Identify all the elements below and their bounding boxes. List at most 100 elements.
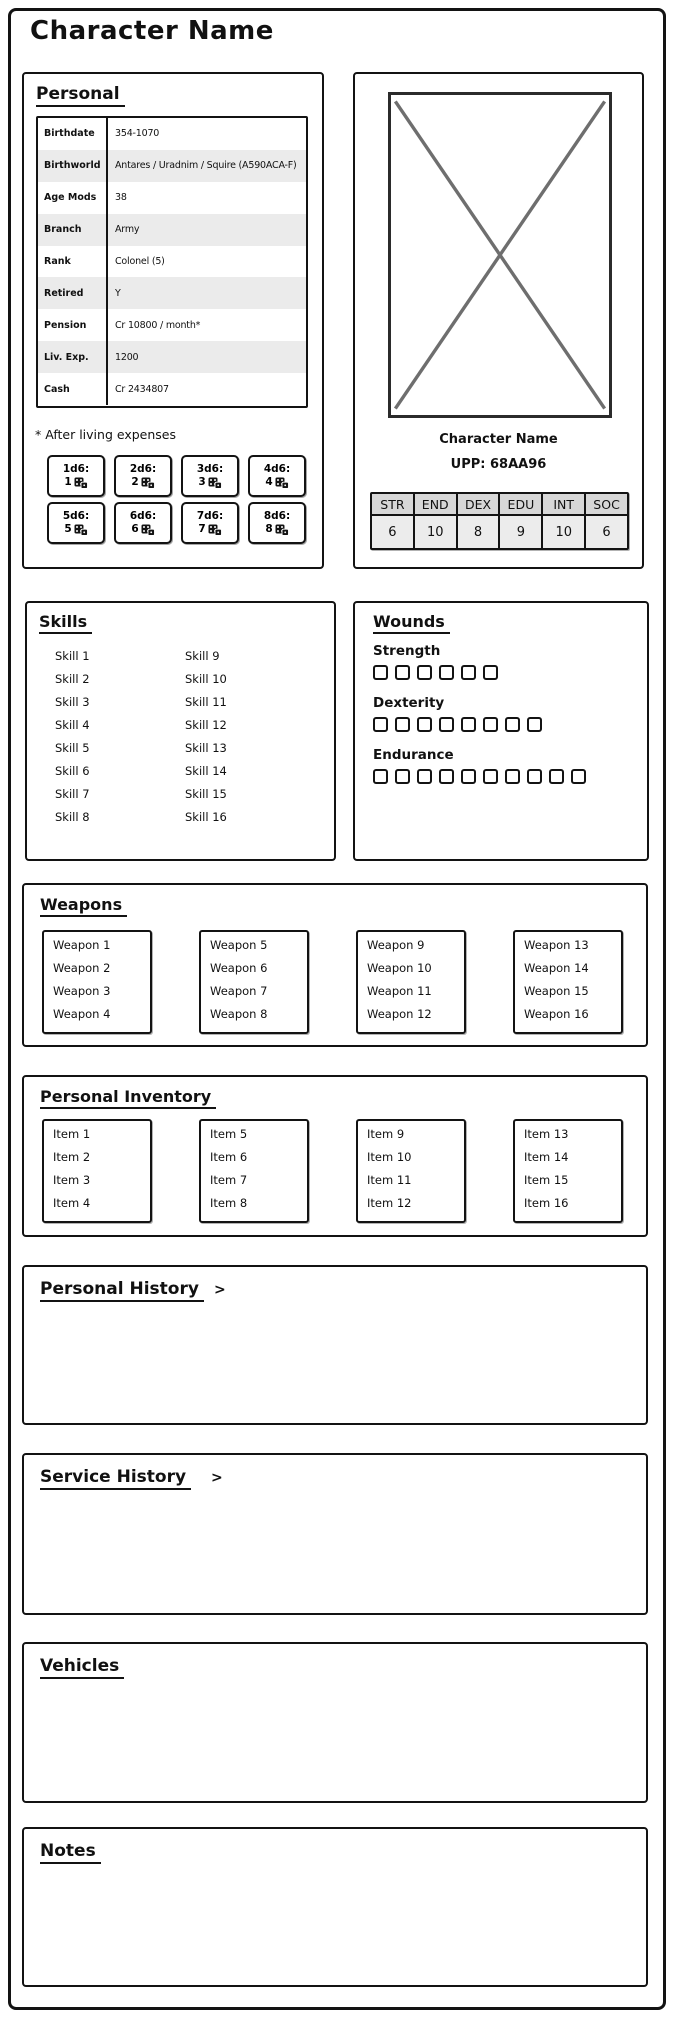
weapon-entry[interactable]: Weapon 14 [524, 961, 589, 975]
skill-entry[interactable]: Skill 7 [55, 787, 90, 801]
wound-checkbox[interactable] [373, 769, 388, 784]
wound-checkbox[interactable] [461, 717, 476, 732]
skill-entry[interactable]: Skill 5 [55, 741, 90, 755]
skill-entry[interactable]: Skill 12 [185, 718, 227, 732]
weapons-group-2: Weapon 5 Weapon 6 Weapon 7 Weapon 8 [199, 930, 309, 1034]
dice-roll-button[interactable]: 8d6: 8 [248, 502, 306, 544]
wound-checkbox[interactable] [395, 769, 410, 784]
item-entry[interactable]: Item 14 [524, 1150, 569, 1164]
item-entry[interactable]: Item 9 [367, 1127, 405, 1141]
personal-history-header[interactable]: Personal History > [40, 1279, 226, 1302]
portrait-placeholder[interactable] [388, 92, 612, 418]
weapon-entry[interactable]: Weapon 4 [53, 1007, 111, 1021]
skill-entry[interactable]: Skill 4 [55, 718, 90, 732]
skill-entry[interactable]: Skill 13 [185, 741, 227, 755]
wound-checkbox[interactable] [505, 717, 520, 732]
chevron-right-icon[interactable]: > [211, 1470, 223, 1486]
skill-entry[interactable]: Skill 11 [185, 695, 227, 709]
personal-history-content[interactable] [24, 1311, 646, 1423]
wound-checkbox[interactable] [395, 665, 410, 680]
wound-checkbox[interactable] [571, 769, 586, 784]
service-history-header[interactable]: Service History > [40, 1467, 223, 1490]
wound-checkbox[interactable] [373, 665, 388, 680]
dice-roll-button[interactable]: 3d6: 3 [181, 455, 239, 497]
chevron-right-icon[interactable]: > [213, 1282, 226, 1298]
skill-entry[interactable]: Skill 8 [55, 810, 90, 824]
wound-checkbox[interactable] [417, 665, 432, 680]
item-entry[interactable]: Item 6 [210, 1150, 248, 1164]
weapon-entry[interactable]: Weapon 7 [210, 984, 268, 998]
weapon-entry[interactable]: Weapon 5 [210, 938, 268, 952]
weapon-entry[interactable]: Weapon 9 [367, 938, 425, 952]
dice-roll-button[interactable]: 4d6: 4 [248, 455, 306, 497]
dice-count: 5 [64, 523, 72, 535]
skill-entry[interactable]: Skill 1 [55, 649, 90, 663]
skill-entry[interactable]: Skill 16 [185, 810, 227, 824]
dice-roll-button[interactable]: 2d6: 2 [114, 455, 172, 497]
item-entry[interactable]: Item 16 [524, 1196, 569, 1210]
skill-entry[interactable]: Skill 14 [185, 764, 227, 778]
item-entry[interactable]: Item 10 [367, 1150, 412, 1164]
item-entry[interactable]: Item 5 [210, 1127, 248, 1141]
stat-value: 6 [372, 516, 413, 548]
skill-entry[interactable]: Skill 15 [185, 787, 227, 801]
item-entry[interactable]: Item 7 [210, 1173, 248, 1187]
wound-checkbox[interactable] [483, 769, 498, 784]
weapon-entry[interactable]: Weapon 16 [524, 1007, 589, 1021]
item-entry[interactable]: Item 4 [53, 1196, 91, 1210]
dice-icon [275, 477, 289, 489]
weapon-entry[interactable]: Weapon 8 [210, 1007, 268, 1021]
skill-entry[interactable]: Skill 3 [55, 695, 90, 709]
skill-entry[interactable]: Skill 9 [185, 649, 220, 663]
dice-roll-button[interactable]: 7d6: 7 [181, 502, 239, 544]
wound-checkbox[interactable] [527, 769, 542, 784]
wound-checkbox[interactable] [483, 665, 498, 680]
skill-entry[interactable]: Skill 2 [55, 672, 90, 686]
notes-content[interactable] [24, 1873, 646, 1985]
wound-checkbox[interactable] [439, 717, 454, 732]
weapon-entry[interactable]: Weapon 10 [367, 961, 432, 975]
item-entry[interactable]: Item 2 [53, 1150, 91, 1164]
weapon-entry[interactable]: Weapon 1 [53, 938, 111, 952]
wound-checkbox[interactable] [417, 717, 432, 732]
weapon-entry[interactable]: Weapon 6 [210, 961, 268, 975]
item-entry[interactable]: Item 11 [367, 1173, 412, 1187]
row-label: Age Mods [38, 181, 108, 214]
skill-entry[interactable]: Skill 10 [185, 672, 227, 686]
stat-column: END 10 [412, 494, 456, 548]
dice-roll-button[interactable]: 5d6: 5 [47, 502, 105, 544]
wound-checkbox[interactable] [527, 717, 542, 732]
dice-roll-button[interactable]: 6d6: 6 [114, 502, 172, 544]
stat-table: STR 6 END 10 DEX 8 EDU 9 INT 10 SOC 6 [370, 492, 629, 550]
skill-entry[interactable]: Skill 6 [55, 764, 90, 778]
weapon-entry[interactable]: Weapon 2 [53, 961, 111, 975]
dice-roll-button[interactable]: 1d6: 1 [47, 455, 105, 497]
wound-checkbox[interactable] [549, 769, 564, 784]
item-entry[interactable]: Item 1 [53, 1127, 91, 1141]
item-entry[interactable]: Item 15 [524, 1173, 569, 1187]
dice-button-label: 2d6: [129, 462, 157, 475]
wound-checkbox[interactable] [373, 717, 388, 732]
wound-checkbox[interactable] [461, 769, 476, 784]
wound-checkbox[interactable] [439, 665, 454, 680]
wound-checkbox[interactable] [483, 717, 498, 732]
weapon-entry[interactable]: Weapon 11 [367, 984, 432, 998]
wound-checkbox[interactable] [395, 717, 410, 732]
skills-heading: Skills [39, 612, 93, 634]
service-history-content[interactable] [24, 1499, 646, 1613]
vehicles-content[interactable] [24, 1688, 646, 1801]
item-entry[interactable]: Item 3 [53, 1173, 91, 1187]
weapon-entry[interactable]: Weapon 15 [524, 984, 589, 998]
weapon-entry[interactable]: Weapon 3 [53, 984, 111, 998]
item-entry[interactable]: Item 12 [367, 1196, 412, 1210]
item-entry[interactable]: Item 8 [210, 1196, 248, 1210]
dice-button-label: 1d6: [62, 462, 90, 475]
weapon-entry[interactable]: Weapon 12 [367, 1007, 432, 1021]
item-entry[interactable]: Item 13 [524, 1127, 569, 1141]
wound-checkbox[interactable] [417, 769, 432, 784]
weapon-entry[interactable]: Weapon 13 [524, 938, 589, 952]
wound-checkbox[interactable] [505, 769, 520, 784]
wound-checkbox[interactable] [461, 665, 476, 680]
wound-checkbox[interactable] [439, 769, 454, 784]
table-row: Cash Cr 2434807 [38, 373, 306, 406]
